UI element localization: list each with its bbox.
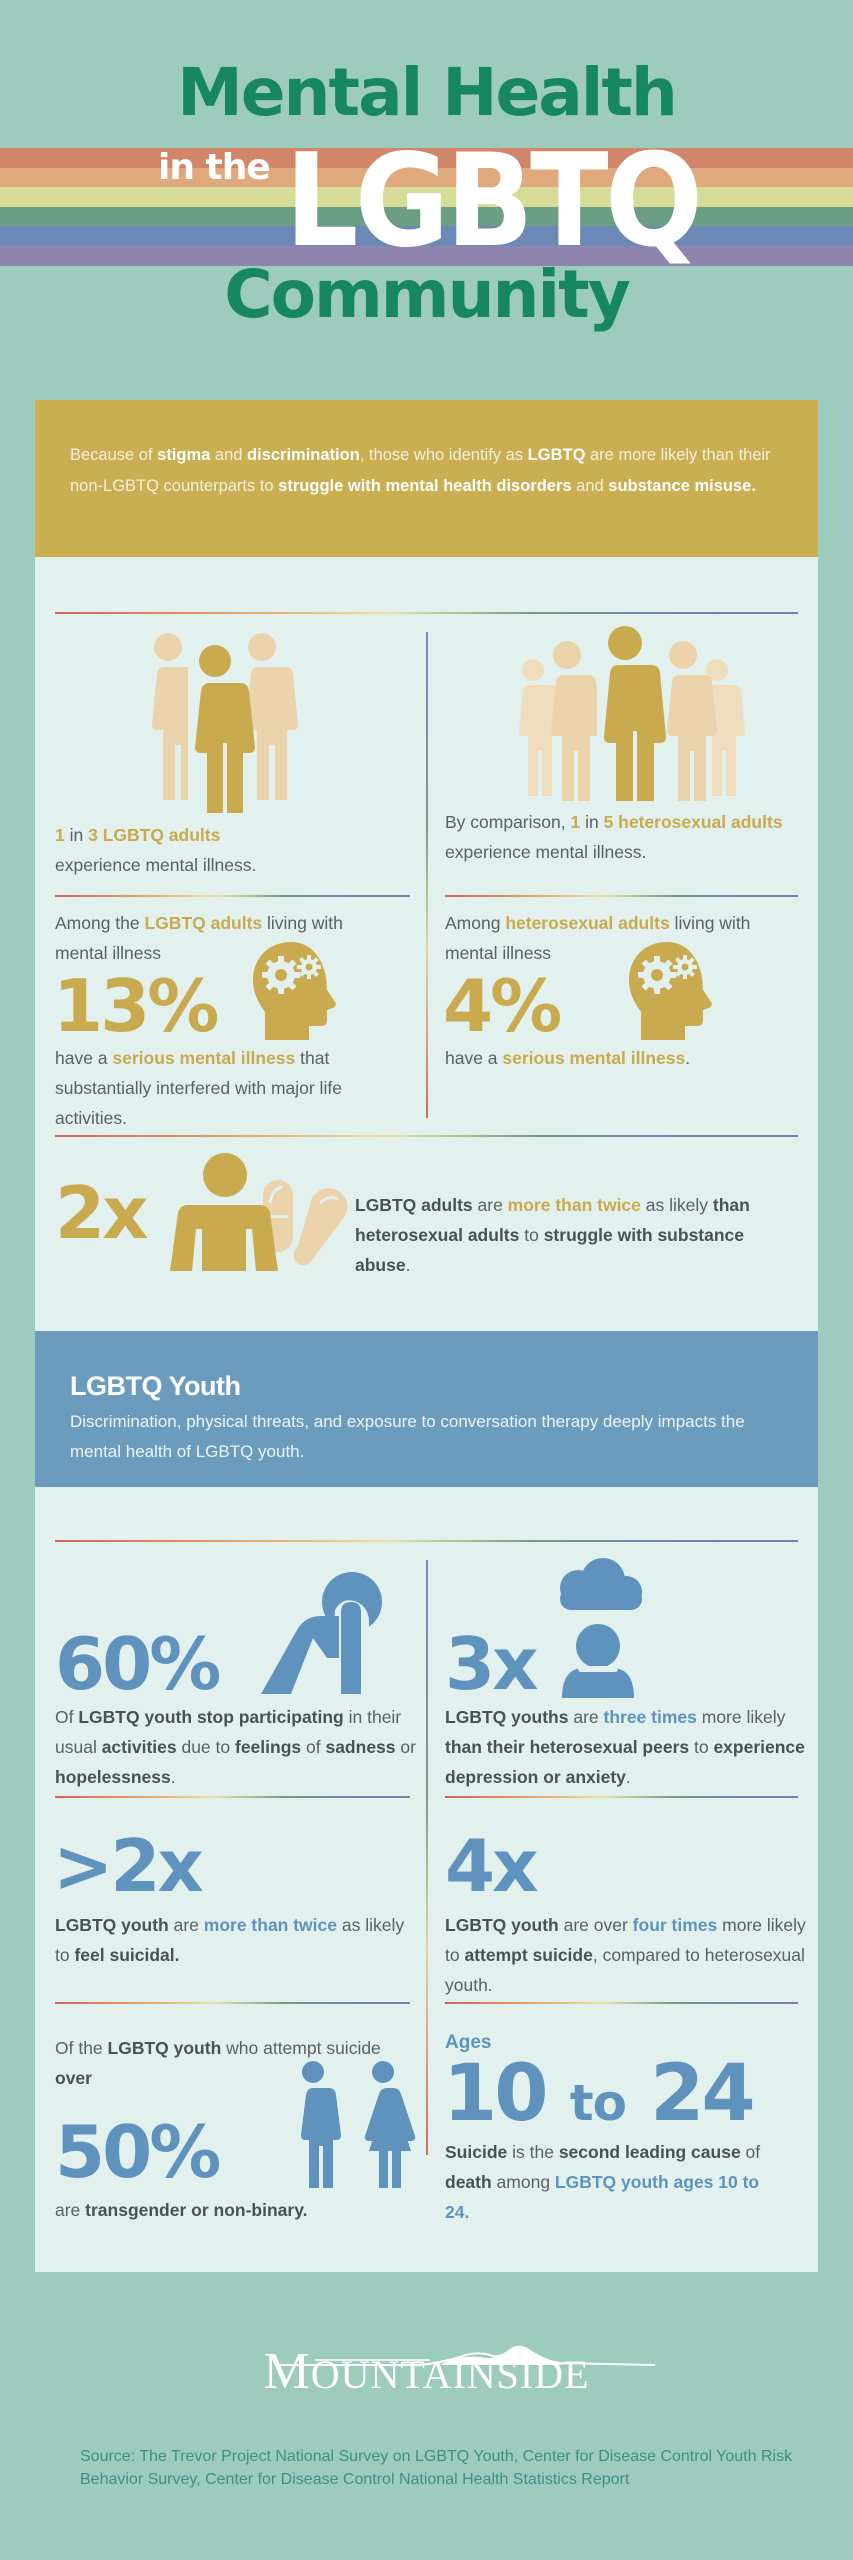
vertical-divider: [426, 632, 428, 1118]
rainbow-divider: [445, 2002, 798, 2004]
title-in-the: in the: [158, 147, 271, 188]
mountain-logo-icon: [276, 2345, 656, 2366]
stat-youth-transgender-detail: are transgender or non-binary.: [55, 2200, 308, 2220]
stat-lgbtq-serious-illness-detail: have a serious mental illness that subst…: [55, 1048, 342, 1128]
stat-youth-attempt-suicide: LGBTQ youth are over four times more lik…: [445, 1915, 806, 1995]
title-lgbtq: LGBTQ: [285, 127, 703, 276]
rainbow-divider: [445, 895, 798, 897]
title-mental-health: Mental Health: [177, 54, 678, 131]
stat-value-ages-range: 10 to 24: [443, 2049, 756, 2139]
person-rain-cloud-icon: [560, 1558, 642, 1698]
group-five-people-icon: [515, 625, 745, 805]
rainbow-divider: [55, 2002, 410, 2004]
stat-youth-stop-participating: Of LGBTQ youth stop participating in the…: [55, 1707, 416, 1787]
youth-section-header: LGBTQ Youth Discrimination, physical thr…: [35, 1331, 818, 1487]
stat-youth-depression-anxiety: LGBTQ youths are three times more likely…: [445, 1707, 805, 1787]
rainbow-divider: [55, 1135, 798, 1137]
stat-value-4x: 4x: [445, 1824, 539, 1908]
title-community: Community: [224, 256, 631, 333]
stat-value-3x: 3x: [445, 1622, 539, 1706]
head-gears-icon: [253, 942, 336, 1040]
stat-heterosexual-adults-mental-illness: By comparison, 1 in 5 heterosexual adult…: [445, 812, 783, 862]
content-panel: Because of stigma and discrimination, th…: [35, 400, 818, 2272]
head-gears-icon: [629, 942, 712, 1040]
rainbow-divider: [55, 1796, 410, 1798]
youth-heading: LGBTQ Youth: [70, 1371, 241, 1401]
rainbow-divider: [445, 1796, 798, 1798]
stat-value-13-percent: 13%: [53, 964, 219, 1048]
stat-heterosexual-serious-illness-intro: Among heterosexual adults living with me…: [445, 913, 751, 963]
sad-person-head-in-hand-icon: [261, 1572, 382, 1694]
youth-description: Discrimination, physical threats, and ex…: [70, 1412, 745, 1461]
rainbow-stripes: [0, 148, 853, 266]
stat-youth-feel-suicidal: LGBTQ youth are more than twice as likel…: [55, 1915, 405, 1965]
man-woman-icon: [297, 2061, 416, 2188]
stat-value-2x: 2x: [55, 1171, 149, 1255]
stat-lgbtq-serious-illness-intro: Among the LGBTQ adults living with menta…: [55, 913, 343, 963]
stat-lgbtq-adults-mental-illness: 1 in 3 LGBTQ adults experience mental il…: [55, 825, 257, 875]
intro-text: Because of stigma and discrimination, th…: [70, 446, 771, 495]
stat-youth-transgender-intro: Of the LGBTQ youth who attempt suicide o…: [55, 2038, 381, 2088]
stat-value-4-percent: 4%: [443, 964, 562, 1048]
rainbow-divider: [55, 1540, 798, 1542]
stat-value-more-than-2x: >2x: [53, 1824, 204, 1908]
stat-substance-abuse: LGBTQ adults are more than twice as like…: [355, 1195, 750, 1275]
group-three-people-icon: [144, 633, 298, 815]
vertical-divider: [426, 1560, 428, 2155]
mountainside-logo: MOUNTAINSIDE: [263, 2343, 590, 2400]
intro-box: Because of stigma and discrimination, th…: [35, 400, 818, 557]
stat-youth-suicide-leading-cause: Suicide is the second leading cause of d…: [445, 2142, 761, 2222]
source-citation: Source: The Trevor Project National Surv…: [80, 2448, 793, 2488]
rainbow-divider: [55, 895, 410, 897]
person-pills-icon: [170, 1153, 348, 1271]
stat-value-50-percent: 50%: [55, 2110, 221, 2194]
rainbow-divider: [55, 612, 798, 614]
stat-heterosexual-serious-illness-detail: have a serious mental illness.: [445, 1048, 691, 1068]
stat-value-60-percent: 60%: [55, 1622, 221, 1706]
ages-label: Ages: [445, 2032, 492, 2053]
